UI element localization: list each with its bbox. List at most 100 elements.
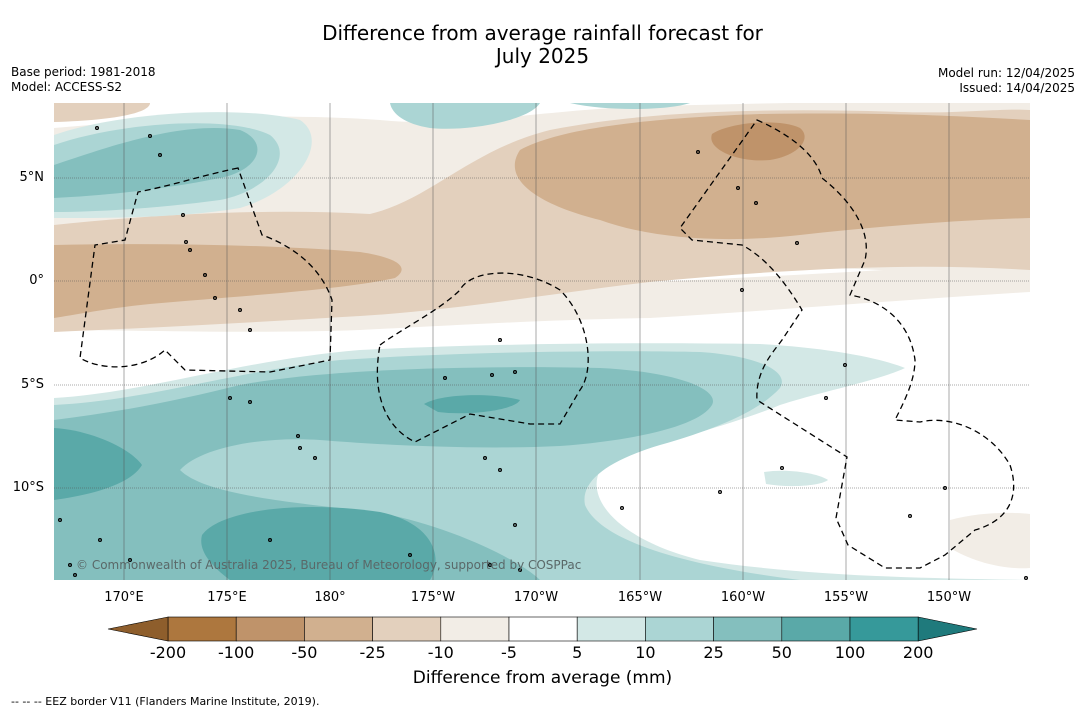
contour-wet-top xyxy=(390,103,540,129)
island-outline xyxy=(517,567,522,572)
contour-wet-south-50-c xyxy=(424,395,520,414)
island-outline xyxy=(94,125,99,130)
island-outline xyxy=(97,537,102,542)
contour-dry-southeast xyxy=(950,512,1030,569)
longitude-label: 175°W xyxy=(410,590,456,605)
colorbar-bin xyxy=(235,616,305,642)
island-outline xyxy=(717,490,722,495)
island-outline xyxy=(67,562,72,567)
colorbar xyxy=(107,616,978,642)
chart-title-line1: Difference from average rainfall forecas… xyxy=(322,21,763,45)
island-outline xyxy=(739,288,744,293)
island-outline xyxy=(842,363,847,368)
issued-date: Issued: 14/04/2025 xyxy=(959,81,1075,95)
island-outline xyxy=(443,376,448,381)
colorbar-title: Difference from average (mm) xyxy=(412,668,673,688)
island-outline xyxy=(1023,575,1028,580)
island-outline xyxy=(213,296,218,301)
island-outline xyxy=(188,248,193,253)
colorbar-bin xyxy=(781,616,851,642)
island-outline xyxy=(148,134,153,139)
longitude-label: 160°W xyxy=(720,590,766,605)
colorbar-tick-label: -100 xyxy=(218,643,255,662)
colorbar-bin xyxy=(167,616,237,642)
longitude-label: 170°W xyxy=(513,590,559,605)
contour-dry-25-b xyxy=(514,113,1030,240)
island-outline xyxy=(735,186,740,191)
island-outline xyxy=(248,328,253,333)
longitude-label: 150°W xyxy=(926,590,972,605)
meta-left: Base period: 1981-2018 Model: ACCESS-S2 xyxy=(11,65,156,95)
longitude-label: 165°W xyxy=(617,590,663,605)
island-outline xyxy=(794,241,799,246)
island-outline xyxy=(498,338,503,343)
colorbar-tick-label: 200 xyxy=(902,643,934,662)
island-outline xyxy=(57,517,62,522)
colorbar-bin xyxy=(849,616,919,642)
latitude-label: 0° xyxy=(29,273,44,288)
colorbar-tick-label: 10 xyxy=(635,643,656,662)
island-outline xyxy=(184,240,189,245)
island-outline xyxy=(823,396,828,401)
island-outline xyxy=(942,486,947,491)
colorbar-bin xyxy=(645,616,714,642)
colorbar-bin xyxy=(713,616,783,642)
colorbar-tick-label: -25 xyxy=(359,643,386,662)
contour-wet-small-east xyxy=(764,470,828,487)
colorbar-bin xyxy=(576,616,646,642)
contour-wet-top-right xyxy=(570,103,690,110)
island-outline xyxy=(296,434,301,439)
contour-wet-south-50-b xyxy=(201,506,436,580)
island-outline xyxy=(313,456,318,461)
island-outline xyxy=(695,150,700,155)
island-outline xyxy=(619,506,624,511)
island-outline xyxy=(753,201,758,206)
island-outline xyxy=(512,522,517,527)
contour-wet-south-50 xyxy=(54,428,142,500)
island-outline xyxy=(408,552,413,557)
eez-border-central xyxy=(376,272,589,443)
colorbar-bin xyxy=(508,616,578,642)
island-outline xyxy=(158,153,163,158)
colorbar-bin xyxy=(372,616,442,642)
colorbar-tick-label: 25 xyxy=(703,643,724,662)
island-outline xyxy=(248,400,253,405)
contour-dry-topleft xyxy=(54,103,150,122)
island-outline xyxy=(907,513,912,518)
eez-borders xyxy=(79,119,1015,569)
island-outline xyxy=(238,308,243,313)
island-outline xyxy=(512,370,517,375)
colorbar-tick-label: -10 xyxy=(427,643,454,662)
contour-dry-25 xyxy=(54,244,402,318)
island-outline xyxy=(490,373,495,378)
colorbar-tick-label: 100 xyxy=(834,643,866,662)
colorbar-tick-label: -50 xyxy=(291,643,318,662)
latitude-label: 5°S xyxy=(20,377,44,392)
colorbar-tick-label: 5 xyxy=(572,643,583,662)
longitude-label: 175°E xyxy=(207,590,247,605)
model-run-date: Model run: 12/04/2025 xyxy=(937,66,1075,80)
colorbar-bin xyxy=(304,616,373,642)
copyright-note: © Commonwealth of Australia 2025, Bureau… xyxy=(76,558,582,572)
island-outline xyxy=(181,213,186,218)
base-period: Base period: 1981-2018 xyxy=(11,65,156,79)
island-outline xyxy=(203,273,208,278)
contour-layers xyxy=(54,103,1030,580)
colorbar-extend-high xyxy=(917,616,978,642)
island-outline xyxy=(483,456,488,461)
island-outline xyxy=(498,468,503,473)
island-markers xyxy=(57,125,1028,580)
longitude-label: 155°W xyxy=(823,590,869,605)
colorbar-bin xyxy=(440,616,510,642)
island-outline xyxy=(779,466,784,471)
colorbar-tick-label: -5 xyxy=(501,643,517,662)
longitude-label: 180° xyxy=(314,590,346,605)
meta-right: Model run: 12/04/2025 Issued: 14/04/2025 xyxy=(938,66,1075,96)
island-outline xyxy=(128,557,133,562)
island-outline xyxy=(298,446,303,451)
model-name: Model: ACCESS-S2 xyxy=(11,80,123,94)
colorbar-tick-label: -200 xyxy=(149,643,187,662)
latitude-label: 5°N xyxy=(19,170,45,185)
island-outline xyxy=(228,396,233,401)
